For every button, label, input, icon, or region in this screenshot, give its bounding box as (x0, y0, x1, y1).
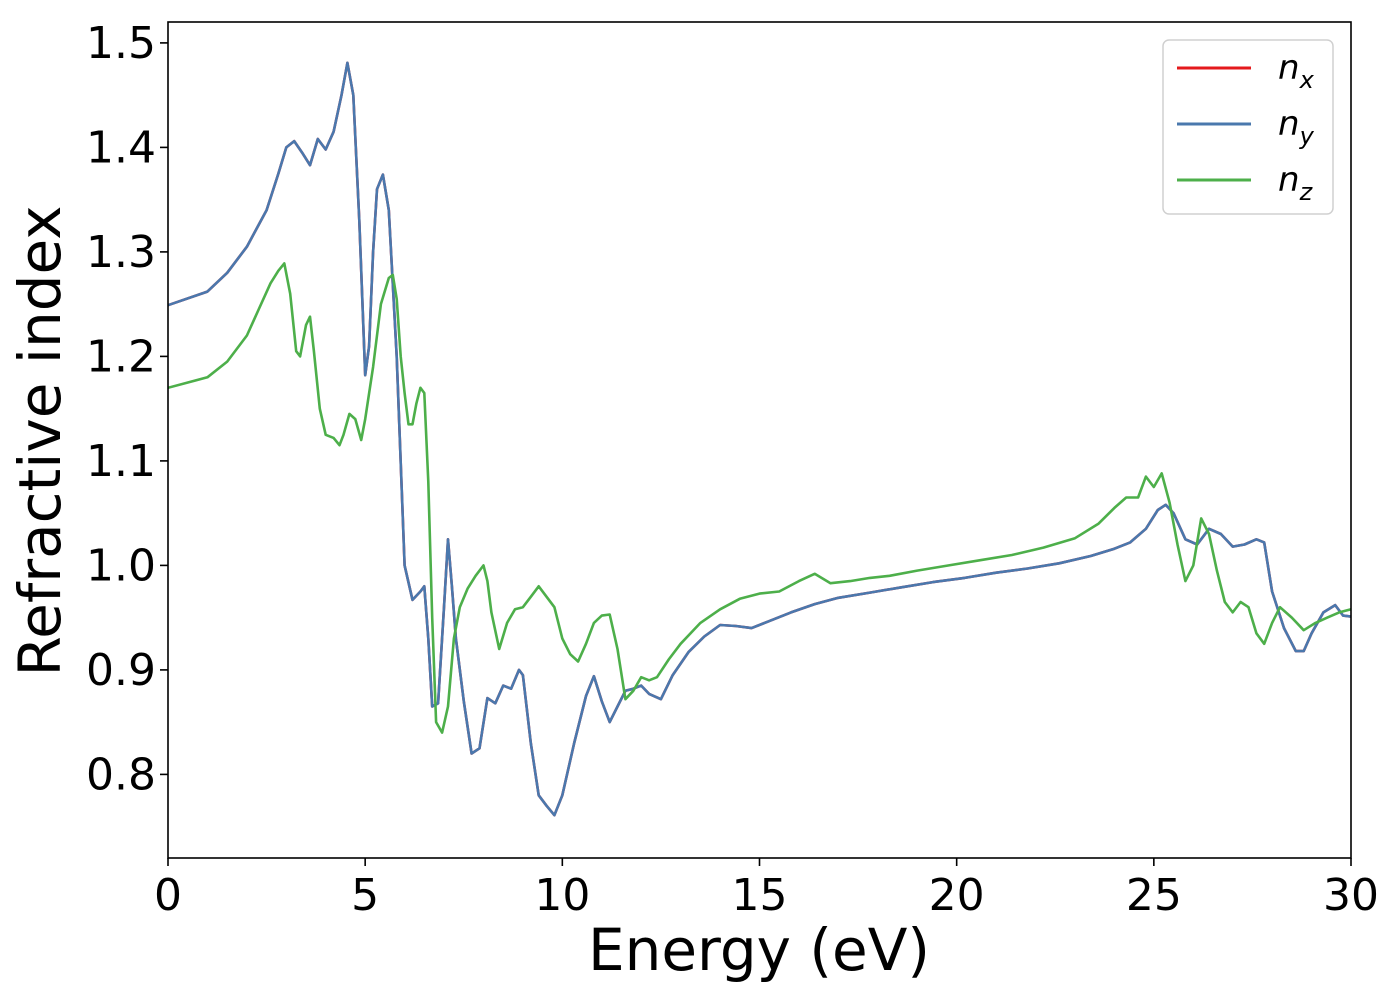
y-tick-label: 0.9 (86, 645, 156, 696)
legend-label: nx (1278, 48, 1315, 94)
x-tick-label: 25 (1126, 870, 1182, 921)
legend-entry-ny: ny (1177, 104, 1315, 150)
y-tick-label: 1.1 (86, 436, 156, 487)
x-tick-label: 20 (929, 870, 985, 921)
series-line-nz (168, 262, 1351, 734)
x-axis-title: Energy (eV) (588, 916, 930, 984)
legend-entry-nx: nx (1177, 48, 1315, 94)
legend-label: ny (1278, 104, 1315, 150)
y-tick-label: 1.3 (86, 227, 156, 278)
x-tick-label: 5 (351, 870, 379, 921)
y-tick-label: 1.0 (86, 540, 156, 591)
x-tick-label: 30 (1323, 870, 1379, 921)
y-tick-label: 1.5 (86, 18, 156, 69)
y-tick-label: 0.8 (86, 749, 156, 800)
plot-frame (167, 21, 1352, 859)
x-tick-label: 10 (534, 870, 590, 921)
series-layer (168, 61, 1351, 817)
y-tick-label: 1.4 (86, 122, 156, 173)
x-tick-label: 15 (732, 870, 788, 921)
series-line-ny (168, 61, 1351, 817)
x-tick-label: 0 (154, 870, 182, 921)
legend-box (1162, 39, 1334, 215)
y-tick-label: 1.2 (86, 331, 156, 382)
y-axis-title: Refractive index (6, 205, 74, 676)
tick-layer: 0 5 10 15 20 25 30 0.8 0.9 1.0 1.1 1.2 1.3 1.4 1.5 (86, 18, 1379, 921)
